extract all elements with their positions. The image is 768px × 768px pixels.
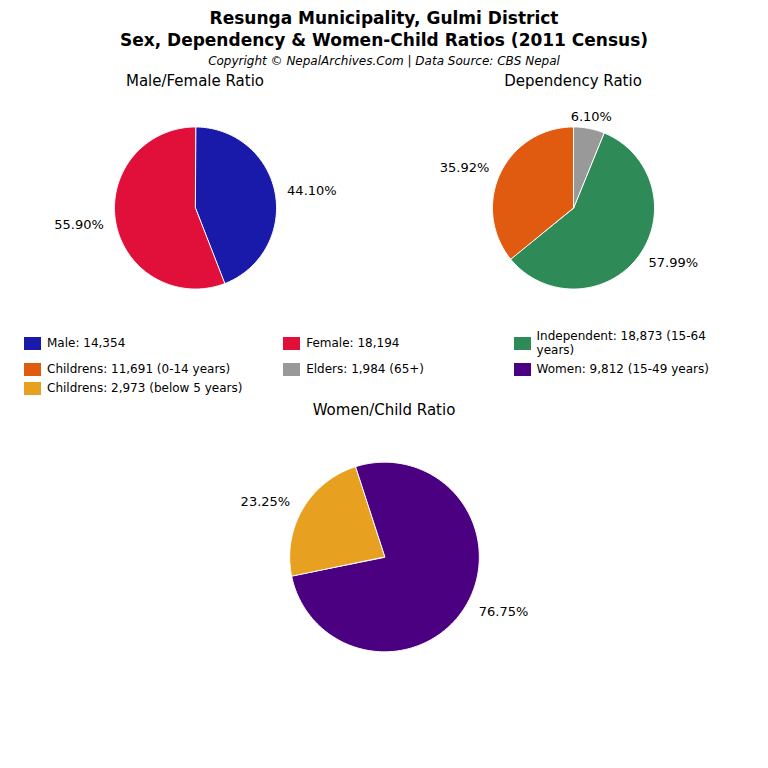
html-text:Male/Female Ratio: Male/Female Ratio xyxy=(125,72,264,90)
svg-text:57.99%: 57.99% xyxy=(649,255,699,270)
svg-text:44.10%: 44.10% xyxy=(287,183,337,198)
html-text:Male: 14,354: Male: 14,354 xyxy=(47,336,126,350)
html-text:Elders: 1,984 (65+): Elders: 1,984 (65+) xyxy=(306,362,424,376)
html-text:Female: 18,194: Female: 18,194 xyxy=(306,336,400,350)
html-text:Childrens: 11,691 (0-14 years): Childrens: 11,691 (0-14 years) xyxy=(47,362,231,376)
svg-text:6.10%: 6.10% xyxy=(571,109,612,124)
html-text:Childrens: 2,973 (below 5 year: Childrens: 2,973 (below 5 years) xyxy=(47,381,243,395)
html-text:Independent: 18,873 (15-64 yea: Independent: 18,873 (15-64 years) xyxy=(536,329,706,357)
html-text:Dependency Ratio: Dependency Ratio xyxy=(504,72,642,90)
html-text:Women: 9,812 (15-49 years): Women: 9,812 (15-49 years) xyxy=(536,362,709,376)
html-text:Resunga Municipality, Gulmi Di: Resunga Municipality, Gulmi District xyxy=(209,8,559,28)
html-text:Sex, Dependency & Women-Child: Sex, Dependency & Women-Child Ratios (20… xyxy=(119,30,649,50)
html-text:Women/Child Ratio: Women/Child Ratio xyxy=(312,401,456,419)
svg-text:55.90%: 55.90% xyxy=(54,217,104,232)
html-text:Copyright © NepalArchives.Com: Copyright © NepalArchives.Com | Data Sou… xyxy=(208,54,560,68)
svg-text:76.75%: 76.75% xyxy=(479,604,529,619)
svg-text:35.92%: 35.92% xyxy=(440,160,490,175)
svg-text:23.25%: 23.25% xyxy=(241,494,291,509)
